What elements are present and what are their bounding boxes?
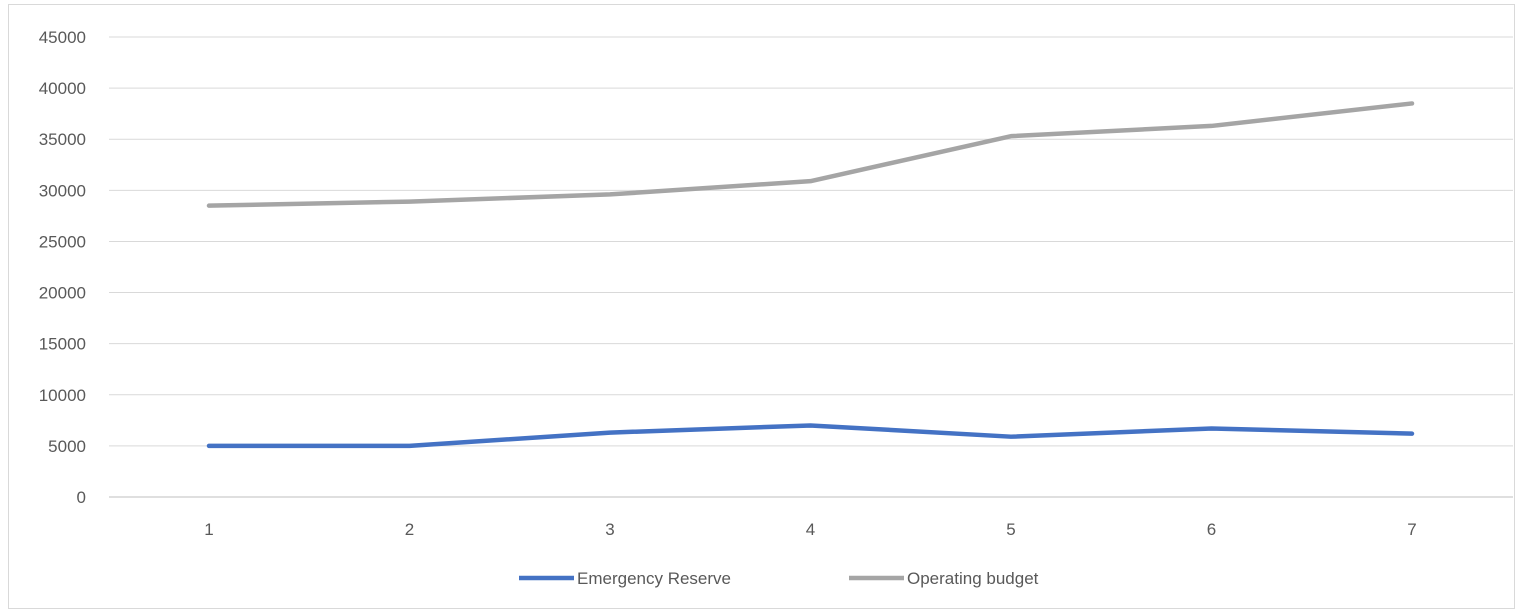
y-tick-label: 40000 xyxy=(39,79,86,98)
y-tick-label: 20000 xyxy=(39,284,86,303)
chart-frame xyxy=(8,4,1515,609)
y-tick-label: 0 xyxy=(77,488,86,507)
x-tick-label: 6 xyxy=(1207,520,1216,539)
legend-label: Emergency Reserve xyxy=(577,569,731,588)
x-tick-label: 1 xyxy=(204,520,213,539)
series-lines xyxy=(206,101,1415,449)
axes: 0 5000 10000 15000 20000 25000 30000 35000 40000… xyxy=(39,28,1513,539)
legend: Emergency Reserve Operating budget xyxy=(519,569,1039,588)
y-tick-label: 5000 xyxy=(48,437,86,456)
x-tick-label: 2 xyxy=(405,520,414,539)
legend-label: Operating budget xyxy=(907,569,1039,588)
y-tick-label: 25000 xyxy=(39,232,86,251)
x-tick-label: 7 xyxy=(1407,520,1416,539)
x-tick-label: 4 xyxy=(806,520,815,539)
x-tick-label: 3 xyxy=(605,520,614,539)
y-tick-label: 35000 xyxy=(39,130,86,149)
gridlines xyxy=(109,36,1513,447)
y-tick-label: 30000 xyxy=(39,181,86,200)
y-tick-label: 45000 xyxy=(39,28,86,47)
x-tick-label: 5 xyxy=(1006,520,1015,539)
series-line-emergency-reserve xyxy=(206,423,1415,449)
y-tick-label: 10000 xyxy=(39,386,86,405)
y-tick-label: 15000 xyxy=(39,335,86,354)
